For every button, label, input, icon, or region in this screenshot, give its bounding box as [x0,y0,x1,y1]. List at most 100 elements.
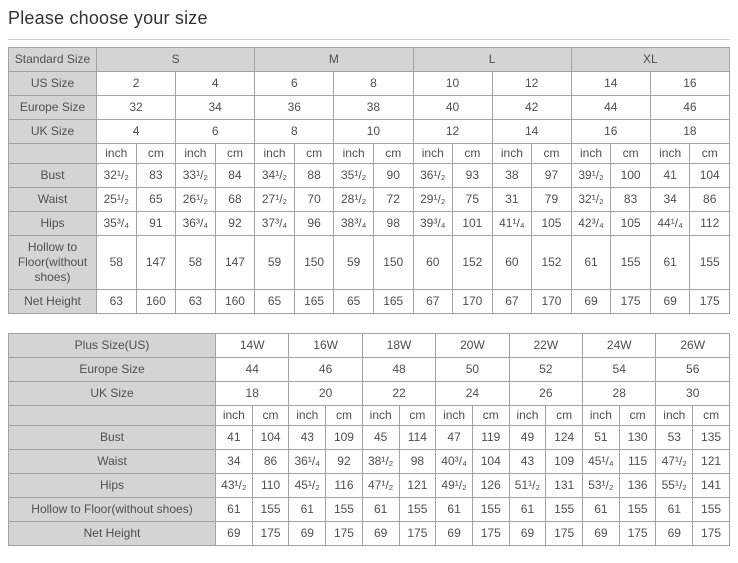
row-label: Waist [8,449,216,474]
measure-cell: 150 [293,235,335,290]
table-row: inch cm inch cm inch cm inch cm inch cm inch cm inch… [8,143,730,164]
measure-cell: 41 [215,425,253,450]
measure-cell: 39³/₄ [412,211,454,236]
measure-cell: 155 [692,497,730,522]
size-value-cell: 10 [333,119,414,144]
unit-cell: inch [649,143,691,164]
plus-size-table: Plus Size(US) 14W 16W 18W 20W 22W 24W 26W Europe… [8,333,730,546]
measure-cell: 53 [655,425,694,450]
measure-cell: 45¹/₄ [582,449,620,474]
size-value-cell: 54 [582,357,657,382]
row-label: Hollow to Floor(without shoes) [8,235,97,290]
measure-cell: 135 [692,425,730,450]
measure-cell: 98 [398,449,437,474]
unit-cell: inch [215,405,253,426]
measure-cell: 86 [251,449,290,474]
measure-cell: 175 [689,289,730,314]
measure-cell: 44¹/₄ [649,211,691,236]
measure-cell: 69 [215,521,253,546]
measure-cell: 68 [214,187,256,212]
measure-cell: 93 [452,163,493,188]
table-row: UK Size 18 20 22 24 26 28 30 [8,381,730,406]
size-value-cell: 4 [95,119,177,144]
size-value-cell: 48 [361,357,437,382]
size-value-cell: 14 [491,119,572,144]
measure-cell: 104 [251,425,290,450]
measure-cell: 32¹/₂ [96,163,137,188]
size-value-cell: 44 [570,95,651,120]
measure-cell: 109 [545,449,584,474]
table-row: UK Size 4 6 8 10 12 14 16 18 [8,119,731,144]
table-row: Hollow to Floor(without shoes) 58 147 58 147… [8,235,730,290]
measure-cell: 131 [545,473,584,498]
unit-cell: cm [689,143,730,164]
size-value-cell: 18W [361,333,437,358]
size-value-cell: 24 [435,381,510,406]
measure-cell: 29¹/₂ [412,187,454,212]
measure-cell: 69 [361,521,400,546]
measure-cell: 65 [333,289,374,314]
measure-cell: 69 [570,289,612,314]
table-row: Hips 43¹/₂ 110 45¹/₂ 116 47¹/₂ 121 49¹/₂ 126 51¹/… [8,473,730,498]
size-value-cell: 50 [435,357,510,382]
standard-size-table: Standard Size S M L XL US Size 2 4 6 8 10 12 14 16 Eur… [8,47,731,314]
measure-cell: 59 [333,235,374,290]
measure-cell: 86 [689,187,730,212]
unit-cell: inch [491,143,533,164]
size-value-cell: 36 [254,95,335,120]
unit-cell: inch [655,405,694,426]
measure-cell: 175 [325,521,363,546]
measure-cell: 53¹/₂ [582,473,620,498]
measure-cell: 96 [293,211,335,236]
size-value-cell: 42 [491,95,572,120]
size-value-cell: 56 [655,357,730,382]
measure-cell: 92 [325,449,363,474]
measure-cell: 43 [508,449,547,474]
measure-cell: 61 [570,235,612,290]
measure-cell: 45¹/₂ [288,473,327,498]
measure-cell: 147 [214,235,256,290]
measure-cell: 65 [135,187,177,212]
size-value-cell: 32 [95,95,177,120]
measure-cell: 39¹/₂ [570,163,612,188]
unit-cell: inch [254,143,295,164]
measure-cell: 97 [531,163,572,188]
measure-cell: 175 [471,521,510,546]
row-label: Bust [8,425,216,450]
row-label: Hips [8,473,216,498]
unit-cell: inch [96,143,137,164]
unit-cell: cm [610,143,651,164]
measure-cell: 41¹/₄ [491,211,533,236]
table-row: Hips 35³/₄ 91 36³/₄ 92 37³/₄ 96 38³/₄ 98 39³/₄ 101… [8,211,730,236]
size-value-cell: 20 [288,381,363,406]
unit-cell: inch [288,405,327,426]
row-label: Plus Size(US) [8,333,216,358]
measure-cell: 72 [372,187,414,212]
size-value-cell: 34 [175,95,256,120]
table-row: Net Height 69 175 69 175 69 175 69 175 69 175 69 175… [8,521,730,546]
measure-cell: 165 [293,289,335,314]
size-value-cell: 8 [333,71,414,96]
measure-cell: 112 [689,211,730,236]
size-value-cell: 14 [570,71,651,96]
measure-cell: 83 [610,187,651,212]
unit-cell: inch [508,405,547,426]
measure-cell: 119 [471,425,510,450]
table-row: Waist 25¹/₂ 65 26¹/₂ 68 27¹/₂ 70 28¹/₂ 72 29¹/₂ 75… [8,187,730,212]
measure-cell: 34 [649,187,691,212]
measure-cell: 69 [582,521,620,546]
measure-cell: 61 [288,497,327,522]
measure-cell: 51 [582,425,620,450]
measure-cell: 160 [214,289,256,314]
measure-cell: 115 [618,449,657,474]
size-value-cell: 40 [412,95,493,120]
unit-cell: cm [531,143,572,164]
unit-cell: cm [293,143,335,164]
measure-cell: 150 [372,235,414,290]
table-row: Net Height 63 160 63 160 65 165 65 165 67 170 67 170… [8,289,730,314]
measure-cell: 69 [649,289,691,314]
measure-cell: 37³/₄ [254,211,295,236]
row-label: UK Size [8,119,97,144]
unit-cell: cm [452,143,493,164]
measure-cell: 58 [96,235,137,290]
